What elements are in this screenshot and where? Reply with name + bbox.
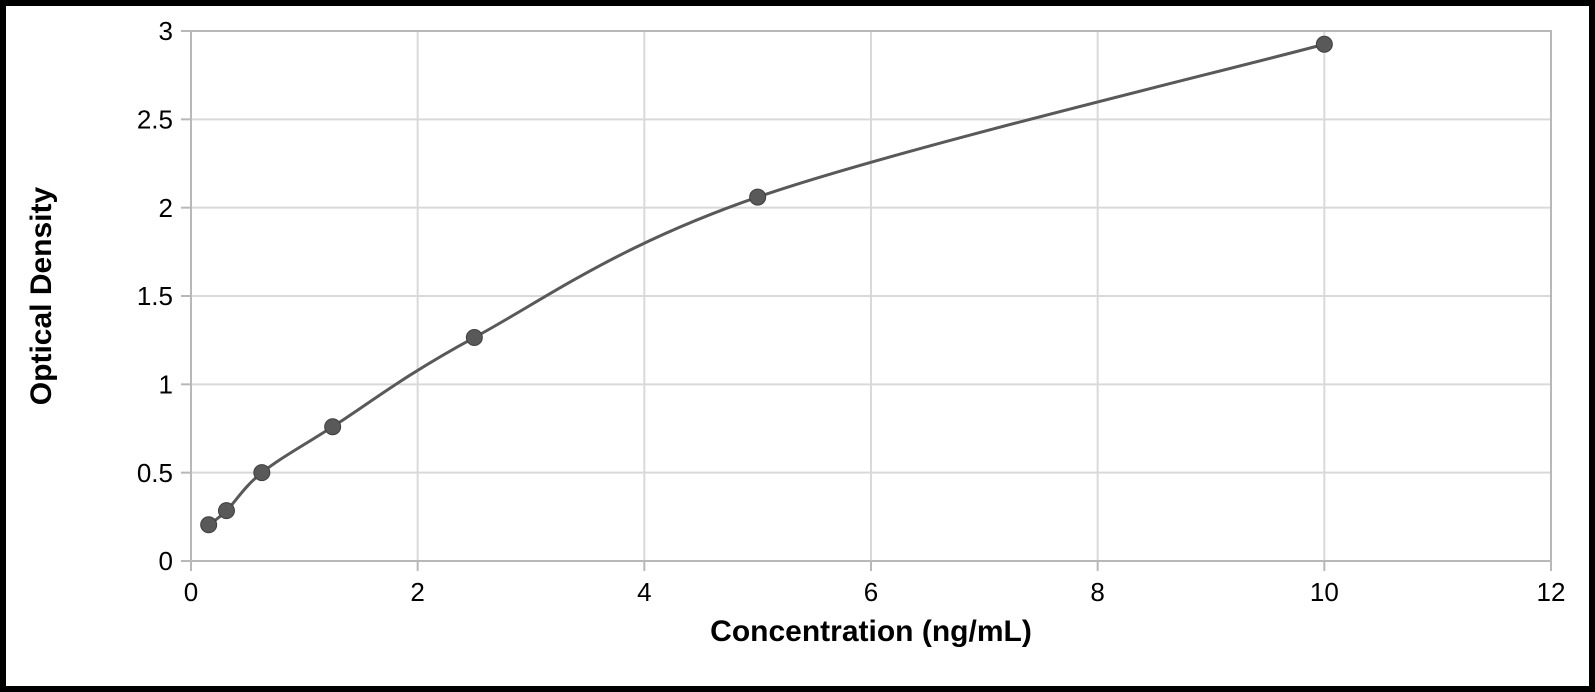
- x-tick-label: 12: [1537, 577, 1566, 607]
- y-tick-label: 1.5: [137, 281, 173, 311]
- data-point: [218, 503, 234, 519]
- data-point: [254, 465, 270, 481]
- y-tick-label: 2: [159, 193, 173, 223]
- y-tick-label: 0.5: [137, 458, 173, 488]
- x-tick-label: 0: [184, 577, 198, 607]
- y-tick-label: 3: [159, 16, 173, 46]
- data-point: [325, 419, 341, 435]
- x-tick-label: 8: [1090, 577, 1104, 607]
- y-tick-label: 2.5: [137, 104, 173, 134]
- data-point: [750, 189, 766, 205]
- chart-frame: 0 2 4 6 8 10 12 0 0.5 1 1.5 2 2.5 3 Concentration (ng/…: [0, 0, 1595, 692]
- y-tick-label: 0: [159, 546, 173, 576]
- y-tick-label: 1: [159, 369, 173, 399]
- chart-svg: 0 2 4 6 8 10 12 0 0.5 1 1.5 2 2.5 3 Concentration (ng/…: [6, 6, 1589, 686]
- x-tick-label: 10: [1310, 577, 1339, 607]
- data-point: [1316, 36, 1332, 52]
- data-point: [201, 517, 217, 533]
- data-point: [466, 330, 482, 346]
- x-tick-label: 4: [637, 577, 651, 607]
- x-tick-label: 6: [864, 577, 878, 607]
- x-axis-title: Concentration (ng/mL): [710, 615, 1032, 648]
- x-tick-label: 2: [410, 577, 424, 607]
- y-axis-title: Optical Density: [25, 186, 58, 405]
